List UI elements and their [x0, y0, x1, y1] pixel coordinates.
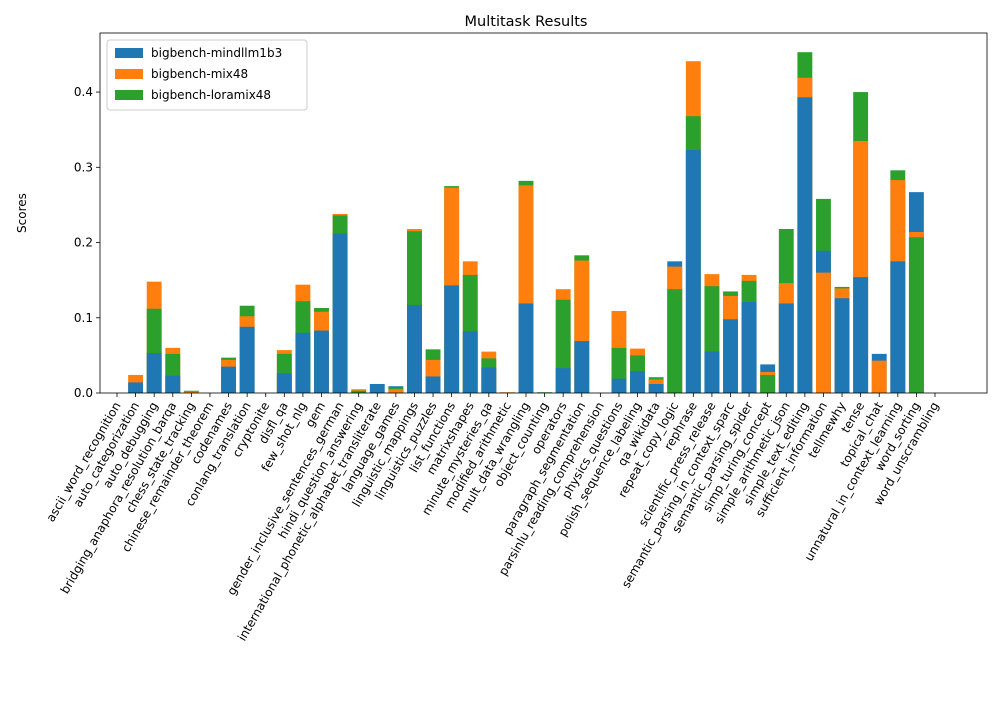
bar	[890, 261, 906, 393]
legend-label: bigbench-loramix48	[151, 88, 271, 102]
bar	[574, 341, 590, 393]
bar	[853, 277, 869, 393]
bar	[314, 330, 329, 393]
bar	[704, 351, 720, 393]
bar	[183, 391, 199, 393]
bar	[462, 331, 478, 393]
bar	[221, 366, 236, 393]
bar	[685, 149, 701, 393]
bar	[834, 298, 850, 393]
legend-swatch	[115, 48, 143, 58]
bar	[295, 332, 311, 393]
legend-label: bigbench-mindllm1b3	[151, 46, 282, 60]
bar	[778, 303, 794, 393]
bar	[481, 367, 497, 393]
bar	[444, 285, 460, 393]
bar	[723, 319, 738, 393]
bar	[518, 303, 534, 393]
y-axis-label: Scores	[15, 193, 29, 233]
bar	[741, 301, 757, 393]
bar	[388, 389, 404, 393]
legend-label: bigbench-mix48	[151, 67, 248, 81]
bar	[351, 390, 367, 393]
plot-frame	[99, 32, 988, 394]
bar	[128, 382, 144, 393]
bar	[425, 376, 441, 393]
bar	[667, 289, 683, 393]
chart-title: Multitask Results	[465, 14, 588, 30]
bar	[908, 237, 924, 393]
bar	[369, 383, 385, 393]
legend-swatch	[115, 90, 143, 100]
y-tick-label: 0.4	[74, 85, 93, 99]
bar	[239, 326, 255, 393]
y-tick-label: 0.1	[74, 311, 93, 325]
bar	[871, 360, 887, 393]
bar	[630, 371, 645, 393]
y-tick-label: 0.0	[74, 386, 93, 400]
bar	[555, 368, 571, 393]
bar	[816, 272, 831, 393]
bar	[760, 374, 776, 393]
bar	[797, 97, 813, 393]
legend-swatch	[115, 69, 143, 79]
bar	[146, 353, 162, 393]
bar	[276, 373, 292, 393]
bar	[332, 233, 348, 393]
bar	[407, 304, 422, 393]
bar	[648, 383, 664, 393]
legend-box	[106, 39, 308, 111]
y-tick-label: 0.3	[74, 160, 93, 174]
bar	[611, 378, 627, 393]
bar	[165, 375, 181, 393]
y-tick-label: 0.2	[74, 236, 93, 250]
